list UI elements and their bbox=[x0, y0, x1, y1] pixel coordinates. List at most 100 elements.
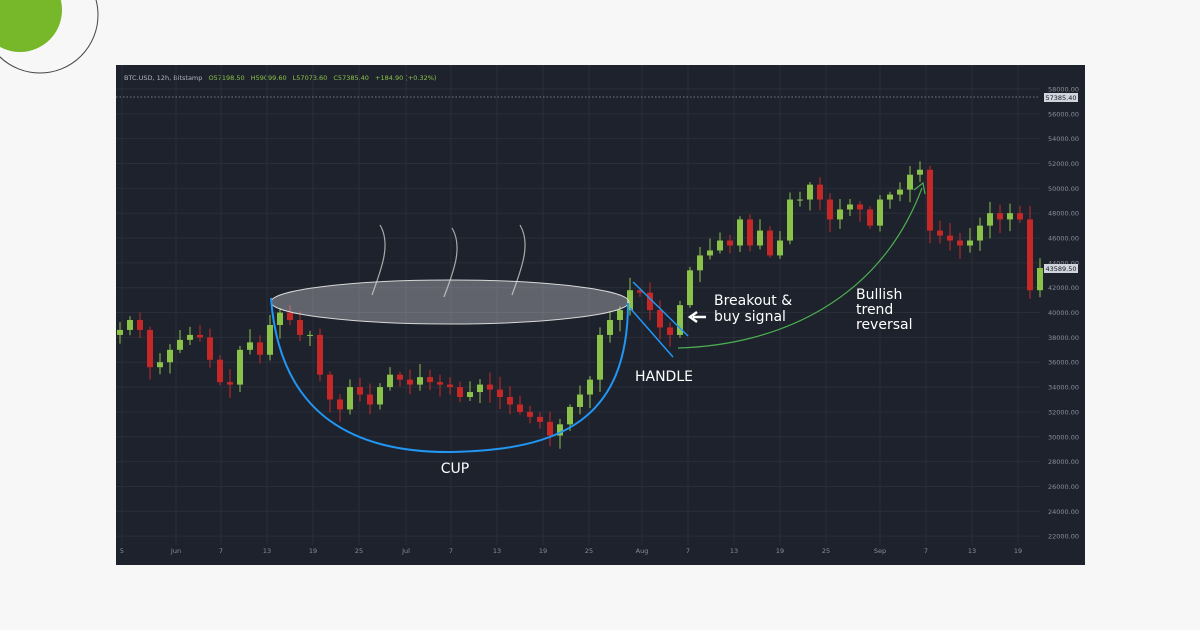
candle bbox=[847, 199, 853, 216]
candle bbox=[577, 385, 583, 415]
candle bbox=[597, 327, 603, 392]
candle-body bbox=[137, 320, 143, 330]
current-price-label-box bbox=[1044, 264, 1078, 273]
candle bbox=[877, 194, 883, 232]
candle bbox=[217, 355, 223, 386]
candle-body bbox=[457, 387, 463, 398]
x-tick-label: Sep bbox=[874, 547, 886, 555]
candle bbox=[647, 282, 653, 321]
candle bbox=[297, 311, 303, 342]
candle bbox=[277, 308, 283, 339]
y-tick-label: 22000.00 bbox=[1048, 533, 1079, 541]
y-tick-label: 36000.00 bbox=[1048, 359, 1079, 367]
candle bbox=[727, 234, 733, 254]
y-tick-label: 56000.00 bbox=[1048, 110, 1079, 118]
bullish-label-line2: trend bbox=[856, 302, 893, 318]
x-tick-label: 19 bbox=[776, 547, 784, 555]
symbol-label: BTC.USD, 12h, Bitstamp bbox=[124, 74, 203, 82]
candle-body bbox=[777, 240, 783, 256]
steam-line bbox=[511, 224, 526, 296]
candle-body bbox=[557, 424, 563, 436]
candle bbox=[857, 201, 863, 222]
candle bbox=[417, 363, 423, 391]
candle-body bbox=[907, 174, 913, 190]
candle bbox=[757, 219, 763, 250]
cup-label: CUP bbox=[441, 461, 469, 477]
candle-body bbox=[357, 387, 363, 395]
candle-body bbox=[927, 169, 933, 231]
candle-body bbox=[797, 199, 803, 201]
candle bbox=[867, 206, 873, 229]
handle-lower-line bbox=[629, 307, 674, 358]
candle bbox=[837, 198, 843, 230]
candle bbox=[407, 369, 413, 395]
candle-body bbox=[827, 199, 833, 220]
candle-body bbox=[887, 194, 893, 200]
candle-body bbox=[607, 320, 613, 335]
x-axis: 5 Jun 7 13 19 25 Jul 7 13 19 25 Aug 7 13 19 25 Sep 7 13 19 bbox=[120, 547, 1022, 555]
candle bbox=[467, 381, 473, 401]
candle-body bbox=[567, 406, 573, 425]
y-tick-label: 48000.00 bbox=[1048, 210, 1079, 218]
candle bbox=[587, 376, 593, 409]
candle-body bbox=[967, 240, 973, 246]
candle bbox=[807, 182, 813, 211]
x-tick-label: 13 bbox=[263, 547, 271, 555]
candle-body bbox=[447, 384, 453, 388]
x-tick-label: 7 bbox=[219, 547, 223, 555]
candle-body bbox=[757, 230, 763, 246]
candle bbox=[557, 418, 563, 449]
y-tick-label: 38000.00 bbox=[1048, 334, 1079, 342]
candle-body bbox=[387, 374, 393, 388]
last-close-label: 57385.40 bbox=[1045, 94, 1076, 102]
candle bbox=[307, 330, 313, 347]
candle bbox=[617, 306, 623, 332]
candle-body bbox=[677, 305, 683, 335]
candle bbox=[427, 369, 433, 391]
x-tick-label: Aug bbox=[636, 547, 649, 555]
candle-body bbox=[477, 384, 483, 393]
candle bbox=[497, 376, 503, 410]
x-tick-label: 19 bbox=[1014, 547, 1022, 555]
candle-body bbox=[877, 199, 883, 226]
candle-body bbox=[847, 204, 853, 210]
candle bbox=[517, 395, 523, 415]
candle bbox=[717, 232, 723, 254]
candle-body bbox=[317, 334, 323, 375]
candle bbox=[207, 328, 213, 368]
candle-body bbox=[527, 411, 533, 417]
candle bbox=[167, 344, 173, 374]
candle-body bbox=[767, 230, 773, 256]
bullish-label-line3: reversal bbox=[856, 317, 912, 333]
y-tick-label: 28000.00 bbox=[1048, 458, 1079, 466]
candle bbox=[677, 300, 683, 338]
x-tick-label: 5 bbox=[120, 547, 124, 555]
y-tick-label: 44000.00 bbox=[1048, 259, 1079, 267]
candle bbox=[347, 379, 353, 415]
candle-body bbox=[1037, 267, 1043, 291]
y-tick-label: 42000.00 bbox=[1048, 284, 1079, 292]
candle bbox=[247, 329, 253, 355]
candle bbox=[987, 201, 993, 239]
candle bbox=[227, 369, 233, 398]
outline-circle bbox=[0, 0, 99, 74]
candle bbox=[327, 371, 333, 413]
candle-body bbox=[617, 310, 623, 321]
candle bbox=[457, 381, 463, 403]
candle bbox=[287, 305, 293, 326]
candle-body bbox=[187, 334, 193, 340]
candle bbox=[947, 222, 953, 251]
candle-body bbox=[487, 384, 493, 390]
candle bbox=[907, 166, 913, 203]
close-value: C57385.40 bbox=[333, 74, 369, 82]
y-tick-label: 50000.00 bbox=[1048, 185, 1079, 193]
candle bbox=[707, 238, 713, 260]
candle-body bbox=[497, 389, 503, 398]
candle bbox=[397, 371, 403, 387]
candle bbox=[257, 335, 263, 364]
candle-body bbox=[707, 250, 713, 256]
candle bbox=[927, 165, 933, 244]
candle bbox=[477, 379, 483, 404]
candle-body bbox=[427, 377, 433, 383]
